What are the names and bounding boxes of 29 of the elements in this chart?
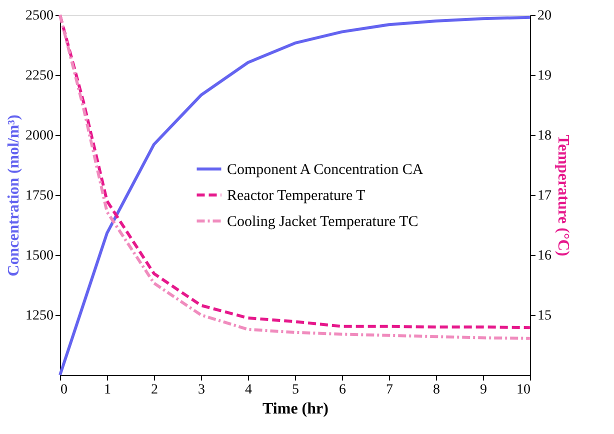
y2-tick-label: 18 <box>538 128 552 144</box>
y-tick-label: 2500 <box>26 8 54 24</box>
y-tick-label: 2000 <box>26 128 54 144</box>
y2-tick-label: 17 <box>538 188 552 204</box>
y2-tick-label: 19 <box>538 68 552 84</box>
y2-tick-label: 15 <box>538 308 552 324</box>
x-tick-label: 0 <box>60 382 68 398</box>
y-tick-label: 2250 <box>26 68 54 84</box>
x-tick-label: 3 <box>198 382 205 398</box>
x-tick-label: 10 <box>516 382 530 398</box>
y2-axis-title: Temperature (°C) <box>554 134 572 256</box>
x-tick-label: 8 <box>433 382 440 398</box>
x-tick-label: 1 <box>104 382 111 398</box>
y-tick-label: 1250 <box>26 308 54 324</box>
y2-tick-label: 20 <box>538 8 552 24</box>
y-axis-title: Concentration (mol/m³) <box>6 114 22 276</box>
x-tick-label: 2 <box>151 382 158 398</box>
x-tick-label: 7 <box>386 382 393 398</box>
x-tick-label: 9 <box>480 382 487 398</box>
x-tick-label: 4 <box>245 382 252 398</box>
y-tick-label: 1500 <box>26 248 54 264</box>
x-tick-label: 6 <box>339 382 346 398</box>
x-axis-title: Time (hr) <box>262 400 328 418</box>
x-tick-label: 5 <box>292 382 299 398</box>
y2-tick-label: 16 <box>538 248 552 264</box>
legend-label: Cooling Jacket Temperature TC <box>227 214 418 230</box>
legend-label: Reactor Temperature T <box>227 188 366 204</box>
y-tick-label: 1750 <box>26 188 54 204</box>
legend-label: Component A Concentration CA <box>227 162 424 178</box>
